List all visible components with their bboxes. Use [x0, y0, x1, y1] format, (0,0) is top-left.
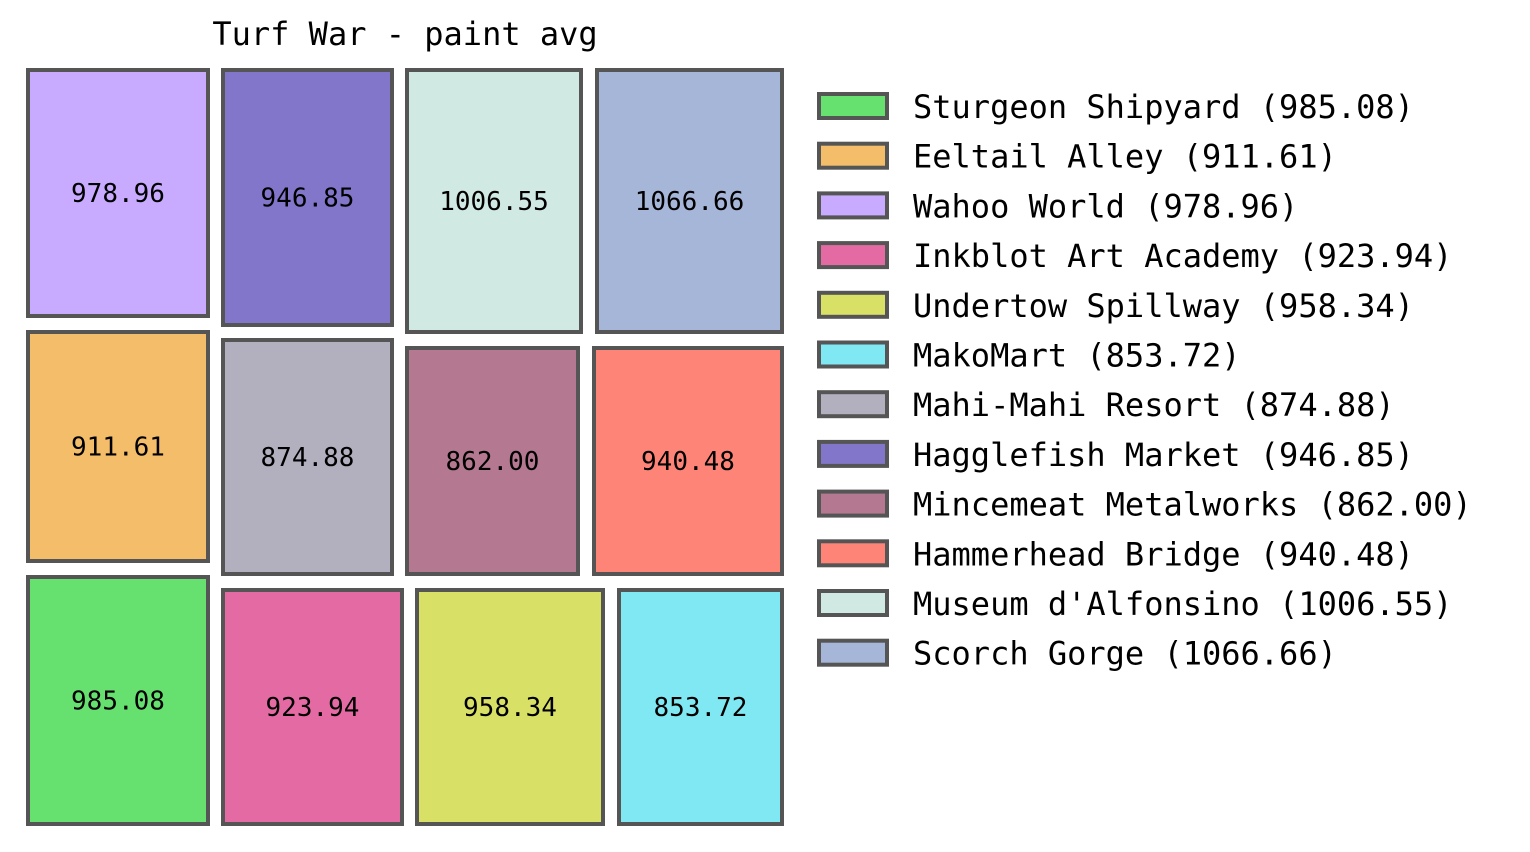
cell-label-mincemeat-metalworks: 862.00: [446, 447, 540, 477]
cell-museum-d-alfonsino: [405, 68, 583, 334]
legend-label-mahi-mahi-resort: Mahi-Mahi Resort (874.88): [913, 386, 1395, 424]
cell-label-museum-d-alfonsino: 1006.55: [439, 187, 549, 217]
legend-swatch-sturgeon-shipyard: [817, 92, 889, 120]
treemap-cells: 978.96 911.61 985.08 946.85 874.88 923.94 1006…: [26, 68, 784, 826]
cell-wahoo-world: [26, 68, 210, 318]
cell-hammerhead-bridge: [592, 346, 784, 576]
legend-label-inkblot-art-academy: Inkblot Art Academy (923.94): [913, 237, 1452, 275]
legend-label-sturgeon-shipyard: Sturgeon Shipyard (985.08): [913, 88, 1414, 126]
cell-label-inkblot-art-academy: 923.94: [266, 693, 360, 723]
cell-label-mahi-mahi-resort: 874.88: [261, 443, 355, 473]
legend-swatch-inkblot-art-academy: [817, 241, 889, 270]
legend-swatch-scorch-gorge: [817, 638, 889, 667]
cell-hagglefish-market: [221, 68, 394, 327]
cell-undertow-spillway: [415, 588, 605, 826]
legend-label-mincemeat-metalworks: Mincemeat Metalworks (862.00): [913, 486, 1472, 524]
cell-inkblot-art-academy: [221, 588, 404, 826]
legend-label-hagglefish-market: Hagglefish Market (946.85): [913, 436, 1414, 474]
legend-swatch-museum-d-alfonsino: [817, 589, 889, 617]
legend-swatch-eeltail-alley: [817, 141, 889, 170]
cell-makomart: [617, 588, 784, 826]
legend-swatch-mincemeat-metalworks: [817, 489, 889, 518]
legend-label-scorch-gorge: Scorch Gorge (1066.66): [913, 635, 1337, 673]
cell-sturgeon-shipyard: [26, 575, 210, 826]
legend-label-makomart: MakoMart (853.72): [913, 337, 1241, 375]
legend-label-undertow-spillway: Undertow Spillway (958.34): [913, 287, 1414, 325]
cell-mahi-mahi-resort: [221, 338, 394, 576]
legend-swatch-hagglefish-market: [817, 439, 889, 468]
cell-label-scorch-gorge: 1066.66: [635, 187, 745, 217]
legend-swatch-makomart: [817, 340, 889, 369]
legend-label-eeltail-alley: Eeltail Alley (911.61): [913, 138, 1337, 176]
cell-scorch-gorge: [595, 68, 784, 334]
cell-label-hagglefish-market: 946.85: [261, 184, 355, 214]
cell-label-eeltail-alley: 911.61: [71, 433, 165, 463]
cell-label-sturgeon-shipyard: 985.08: [71, 687, 165, 717]
chart-title: Turf War - paint avg: [212, 15, 597, 53]
cell-mincemeat-metalworks: [405, 346, 580, 576]
legend-label-wahoo-world: Wahoo World (978.96): [913, 187, 1298, 225]
legend-label-hammerhead-bridge: Hammerhead Bridge (940.48): [913, 535, 1414, 573]
cell-label-wahoo-world: 978.96: [71, 179, 165, 209]
cell-label-hammerhead-bridge: 940.48: [641, 447, 735, 477]
legend-swatch-wahoo-world: [817, 191, 889, 220]
legend-swatch-mahi-mahi-resort: [817, 390, 889, 419]
legend-swatch-hammerhead-bridge: [817, 539, 889, 568]
legend-swatch-undertow-spillway: [817, 290, 889, 319]
cell-eeltail-alley: [26, 330, 210, 563]
cell-label-undertow-spillway: 958.34: [463, 693, 557, 723]
legend: Sturgeon Shipyard (985.08) Eeltail Alley …: [817, 88, 1472, 673]
cell-label-makomart: 853.72: [654, 693, 748, 723]
legend-label-museum-d-alfonsino: Museum d'Alfonsino (1006.55): [913, 585, 1452, 623]
